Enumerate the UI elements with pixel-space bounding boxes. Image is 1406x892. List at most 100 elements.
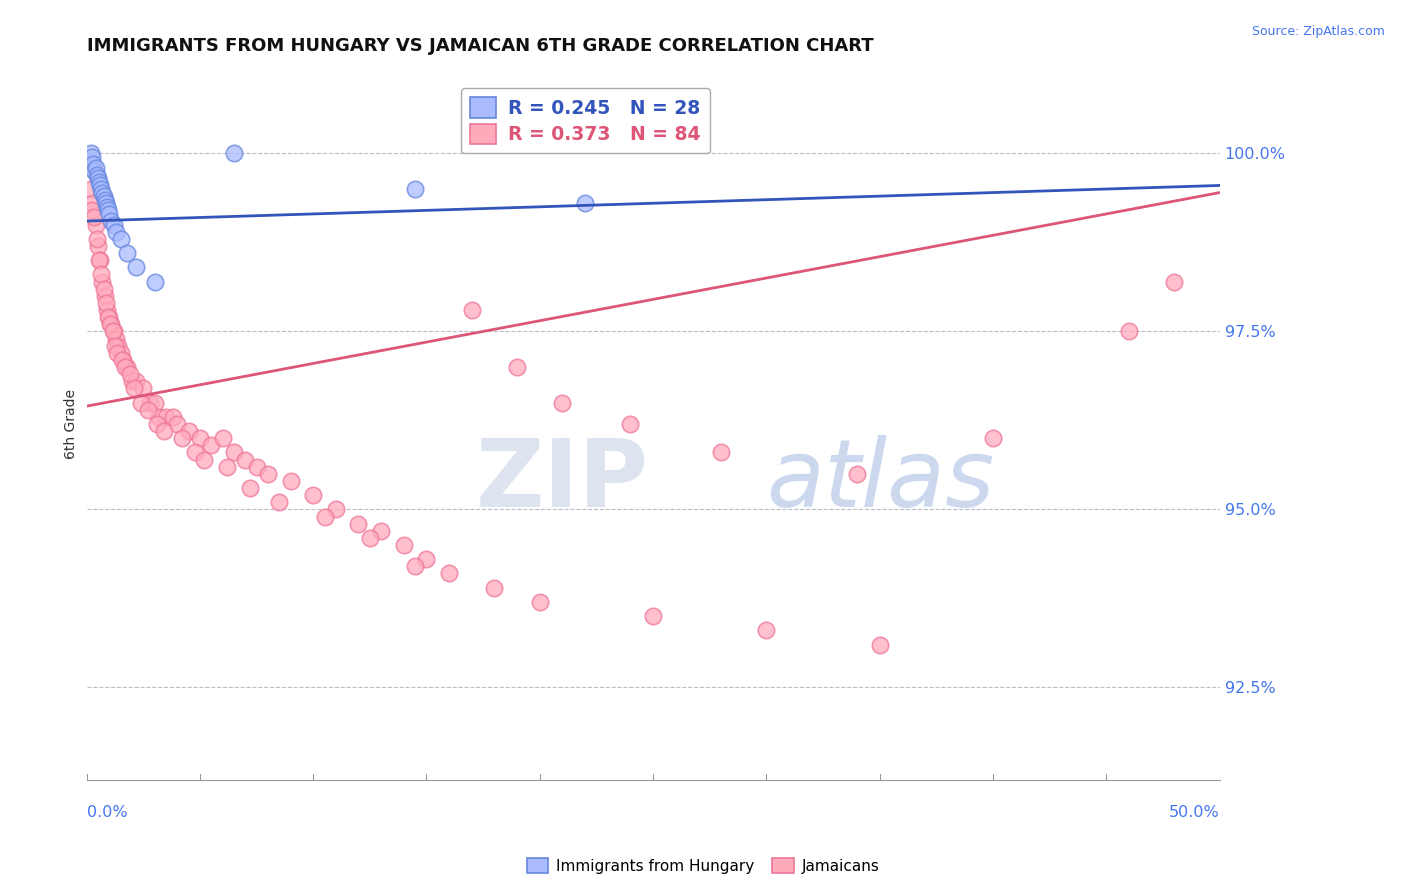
Point: [98, 207, 121, 221]
Point: [643, 609, 665, 624]
Point: [125, 374, 148, 388]
Point: [143, 395, 166, 409]
Point: [177, 424, 200, 438]
Point: [574, 196, 596, 211]
Point: [89, 178, 111, 193]
Point: [100, 214, 122, 228]
Point: [152, 424, 174, 438]
Point: [551, 395, 574, 409]
Text: ZIP: ZIP: [477, 435, 650, 527]
Point: [869, 638, 891, 652]
Point: [269, 495, 291, 509]
Point: [148, 409, 170, 424]
Point: [111, 352, 134, 367]
Point: [90, 268, 112, 282]
Point: [82, 196, 104, 211]
Point: [170, 431, 193, 445]
Point: [96, 200, 118, 214]
Point: [233, 452, 256, 467]
Text: atlas: atlas: [766, 435, 994, 526]
Point: [619, 417, 641, 431]
Point: [529, 595, 551, 609]
Point: [97, 310, 120, 325]
Point: [146, 417, 169, 431]
Point: [139, 395, 162, 409]
Point: [117, 359, 139, 374]
Point: [111, 352, 134, 367]
Point: [103, 325, 125, 339]
Point: [188, 431, 211, 445]
Point: [506, 359, 529, 374]
Point: [155, 409, 177, 424]
Point: [239, 481, 262, 495]
Point: [415, 552, 437, 566]
Point: [314, 509, 336, 524]
Point: [347, 516, 370, 531]
Point: [97, 203, 120, 218]
Point: [84, 218, 107, 232]
Point: [87, 239, 110, 253]
Point: [257, 467, 280, 481]
Point: [755, 624, 778, 638]
Point: [404, 182, 426, 196]
Point: [96, 303, 118, 318]
Point: [118, 367, 141, 381]
Point: [125, 260, 148, 275]
Point: [86, 232, 108, 246]
Point: [110, 345, 132, 359]
Point: [846, 467, 869, 481]
Point: [110, 232, 132, 246]
Point: [280, 474, 302, 488]
Point: [82, 203, 104, 218]
Point: [166, 417, 188, 431]
Point: [93, 193, 115, 207]
Point: [105, 345, 128, 359]
Point: [90, 182, 112, 196]
Point: [87, 253, 110, 268]
Point: [129, 395, 152, 409]
Point: [215, 459, 238, 474]
Point: [162, 409, 184, 424]
Point: [93, 289, 115, 303]
Point: [91, 275, 114, 289]
Text: IMMIGRANTS FROM HUNGARY VS JAMAICAN 6TH GRADE CORRELATION CHART: IMMIGRANTS FROM HUNGARY VS JAMAICAN 6TH …: [87, 37, 873, 55]
Point: [981, 431, 1004, 445]
Point: [93, 189, 115, 203]
Point: [91, 186, 114, 200]
Text: 50.0%: 50.0%: [1168, 805, 1219, 820]
Point: [79, 153, 101, 168]
Point: [86, 168, 108, 182]
Point: [94, 196, 117, 211]
Point: [94, 296, 117, 310]
Point: [193, 452, 215, 467]
Point: [107, 339, 129, 353]
Point: [89, 253, 111, 268]
Point: [1118, 325, 1140, 339]
Point: [105, 332, 128, 346]
Point: [103, 218, 125, 232]
Point: [80, 146, 103, 161]
Point: [82, 150, 104, 164]
Point: [184, 445, 207, 459]
Text: Source: ZipAtlas.com: Source: ZipAtlas.com: [1251, 25, 1385, 38]
Point: [461, 303, 484, 318]
Text: 0.0%: 0.0%: [87, 805, 127, 820]
Point: [101, 325, 124, 339]
Point: [83, 211, 105, 225]
Point: [117, 246, 139, 260]
Point: [83, 164, 105, 178]
Point: [245, 459, 267, 474]
Point: [98, 310, 121, 325]
Point: [143, 275, 166, 289]
Legend: R = 0.245   N = 28, R = 0.373   N = 84: R = 0.245 N = 28, R = 0.373 N = 84: [461, 88, 710, 153]
Point: [121, 374, 143, 388]
Point: [104, 339, 127, 353]
Point: [359, 531, 381, 545]
Point: [87, 171, 110, 186]
Point: [484, 581, 506, 595]
Point: [302, 488, 325, 502]
Point: [105, 225, 128, 239]
Point: [404, 559, 426, 574]
Point: [93, 282, 115, 296]
Y-axis label: 6th Grade: 6th Grade: [65, 389, 79, 459]
